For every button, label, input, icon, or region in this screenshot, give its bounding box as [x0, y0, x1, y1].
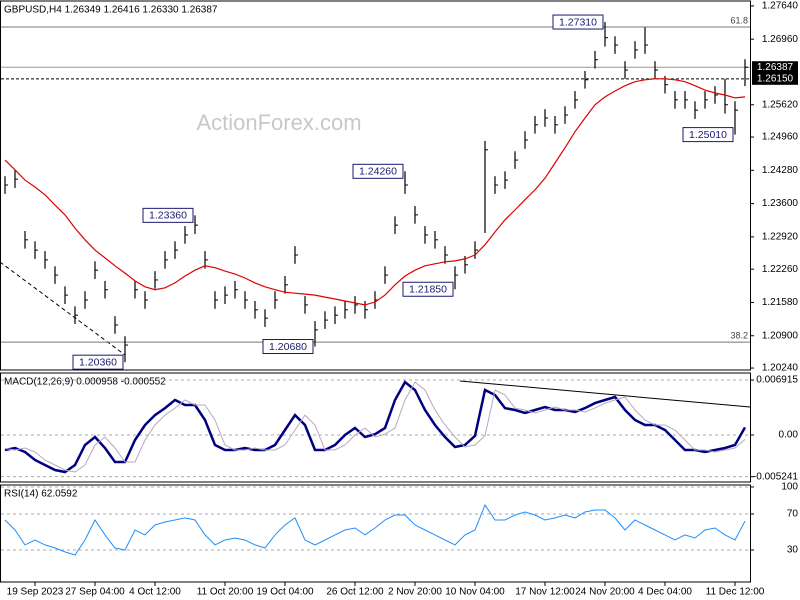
- price-label: 1.26150: [757, 73, 794, 84]
- x-tick-label: 19 Oct 04:00: [256, 587, 314, 598]
- x-tick-label: 4 Oct 12:00: [129, 587, 181, 598]
- annotation-box: [402, 281, 454, 297]
- y-tick-label: 1.20900: [762, 330, 799, 341]
- annotation-box: [682, 127, 734, 143]
- panel-title: RSI(14) 62.0592: [4, 489, 78, 500]
- watermark: ActionForex.com: [196, 110, 361, 135]
- series-line: [4, 380, 747, 474]
- x-tick-label: 11 Dec 12:00: [706, 587, 765, 598]
- x-tick-label: 24 Nov 20:00: [575, 587, 635, 598]
- y-tick-label: 1.26960: [762, 34, 799, 45]
- annotation-label: 1.24260: [359, 166, 397, 178]
- x-tick-label: 19 Sep 2023: [7, 587, 64, 598]
- annotation-box: [72, 354, 124, 370]
- y-tick-label: 1.23600: [762, 198, 799, 209]
- annotation-label: 1.20360: [79, 356, 117, 368]
- price-label: 1.26387: [757, 62, 794, 73]
- annotation-box: [142, 207, 194, 223]
- x-tick-label: 2 Nov 20:00: [388, 587, 442, 598]
- y-tick-label: 1.22260: [762, 264, 799, 275]
- y-tick-label: 1.22920: [762, 232, 799, 243]
- annotation-label: 1.23360: [149, 210, 187, 222]
- y-tick-label: 1.24960: [762, 132, 799, 143]
- annotation-label: 1.20680: [269, 341, 307, 353]
- panel-frame: [0, 484, 751, 583]
- x-tick-label: 27 Sep 04:00: [65, 587, 125, 598]
- panel-title: GBPUSD,H4 1.26349 1.26416 1.26330 1.2638…: [4, 5, 218, 16]
- x-tick-label: 17 Nov 12:00: [515, 587, 575, 598]
- x-tick-label: 26 Oct 12:00: [326, 587, 384, 598]
- y-tick-label: -0.005241: [753, 471, 798, 482]
- trend-line: [0, 261, 126, 356]
- price-box: [752, 61, 798, 74]
- price-box: [752, 72, 798, 85]
- fib-label: 61.8: [730, 15, 748, 25]
- panel-title: MACD(12,26,9) 0.000958 -0.000552: [4, 377, 166, 388]
- y-tick-label: 0.00: [779, 430, 799, 441]
- annotation-box: [262, 339, 314, 355]
- y-tick-label: 70: [787, 509, 799, 520]
- series-line: [4, 503, 746, 556]
- annotation-label: 1.25010: [689, 129, 727, 141]
- annotation-label: 1.21850: [409, 284, 447, 296]
- y-tick-label: 100: [781, 482, 798, 493]
- series-line: [4, 381, 746, 473]
- annotation-label: 1.27310: [559, 16, 597, 28]
- y-tick-label: 1.25620: [762, 99, 799, 110]
- y-tick-label: 1.27640: [762, 1, 799, 12]
- y-tick-label: 0.006915: [756, 375, 798, 386]
- y-tick-label: 1.24280: [762, 165, 799, 176]
- x-tick-label: 11 Oct 20:00: [197, 587, 254, 598]
- x-tick-label: 4 Dec 04:00: [638, 587, 692, 598]
- annotation-box: [552, 14, 604, 30]
- panel-frame: [0, 372, 751, 483]
- annotation-box: [352, 163, 404, 179]
- y-tick-label: 1.20240: [762, 363, 799, 374]
- fib-label: 38.2: [730, 330, 748, 340]
- y-tick-label: 1.21580: [762, 297, 799, 308]
- macd-trend-line: [459, 380, 751, 408]
- panel-frame: [0, 0, 751, 371]
- moving-average: [4, 78, 746, 306]
- x-tick-label: 10 Nov 04:00: [445, 587, 505, 598]
- y-tick-label: 30: [787, 545, 799, 556]
